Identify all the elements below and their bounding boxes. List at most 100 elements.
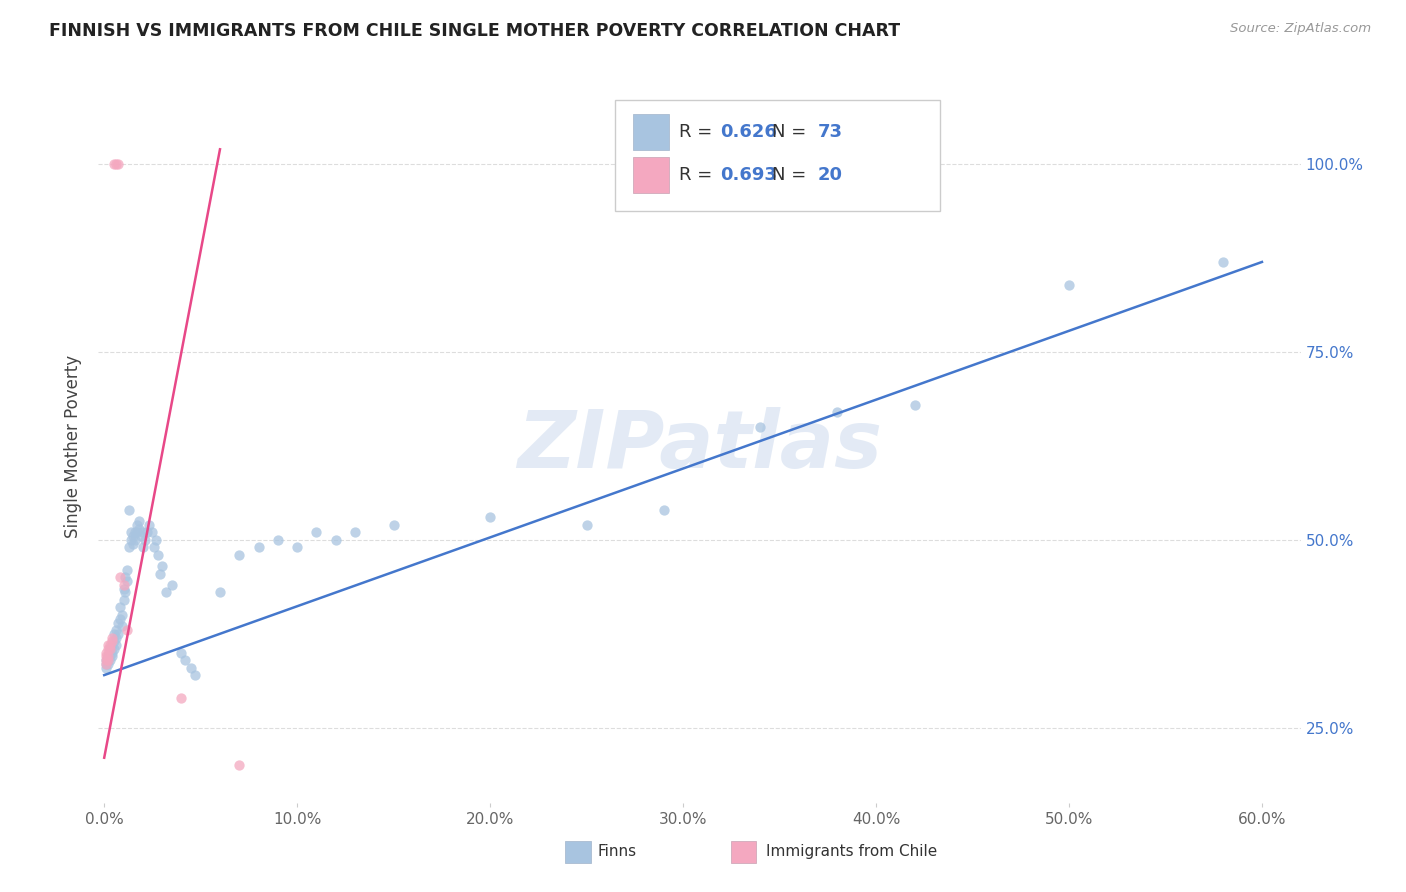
Text: 20: 20 <box>817 166 842 184</box>
Point <box>107 157 129 171</box>
Point <box>97 641 120 656</box>
Point <box>117 563 139 577</box>
Point <box>97 657 120 671</box>
Point <box>125 525 148 540</box>
Point <box>107 627 129 641</box>
Point <box>101 634 124 648</box>
Point <box>97 638 120 652</box>
Point <box>101 638 124 652</box>
Point <box>184 668 207 682</box>
Text: FINNISH VS IMMIGRANTS FROM CHILE SINGLE MOTHER POVERTY CORRELATION CHART: FINNISH VS IMMIGRANTS FROM CHILE SINGLE … <box>49 22 900 40</box>
Point <box>101 631 124 645</box>
Point <box>94 660 117 674</box>
Point <box>124 533 146 547</box>
Point <box>101 649 124 664</box>
Point <box>94 657 117 671</box>
Text: Finns: Finns <box>598 845 637 859</box>
Point <box>827 405 849 419</box>
Point <box>97 653 120 667</box>
Point <box>479 510 502 524</box>
Text: R =: R = <box>679 123 718 141</box>
Point <box>110 607 132 622</box>
Point <box>382 517 405 532</box>
Point <box>104 638 127 652</box>
Point <box>135 525 157 540</box>
Point <box>122 536 145 550</box>
Point <box>148 548 170 562</box>
Point <box>325 533 347 547</box>
Point <box>97 649 120 664</box>
Point <box>132 541 155 555</box>
Point <box>128 514 150 528</box>
Point <box>114 570 136 584</box>
FancyBboxPatch shape <box>633 114 669 150</box>
Point <box>138 517 160 532</box>
Point <box>344 525 367 540</box>
Point <box>174 653 197 667</box>
Point <box>107 615 129 630</box>
Text: ZIPatlas: ZIPatlas <box>517 407 882 485</box>
Point <box>110 619 132 633</box>
Point <box>117 623 139 637</box>
FancyBboxPatch shape <box>616 100 939 211</box>
Point <box>228 758 250 772</box>
Point <box>94 649 117 664</box>
Point <box>122 529 145 543</box>
Point <box>98 646 121 660</box>
Point <box>97 649 120 664</box>
Point <box>134 533 156 547</box>
Point <box>108 600 131 615</box>
Point <box>98 638 121 652</box>
Point <box>1057 277 1080 292</box>
Point <box>94 657 117 671</box>
Point <box>97 653 120 667</box>
Point <box>103 641 125 656</box>
Point <box>1212 255 1234 269</box>
Point <box>104 631 127 645</box>
Point <box>98 641 121 656</box>
Y-axis label: Single Mother Poverty: Single Mother Poverty <box>65 354 83 538</box>
FancyBboxPatch shape <box>633 157 669 193</box>
Point <box>103 627 125 641</box>
Point <box>575 517 598 532</box>
Text: Source: ZipAtlas.com: Source: ZipAtlas.com <box>1230 22 1371 36</box>
Point <box>285 541 308 555</box>
Point <box>208 585 231 599</box>
Point <box>143 541 166 555</box>
Point <box>155 585 177 599</box>
Point <box>98 641 121 656</box>
Point <box>120 525 142 540</box>
Text: 0.693: 0.693 <box>720 166 776 184</box>
Point <box>120 533 142 547</box>
Point <box>141 525 163 540</box>
Point <box>150 559 173 574</box>
Text: N =: N = <box>772 123 811 141</box>
Point <box>749 420 772 434</box>
Point <box>98 653 121 667</box>
Point <box>267 533 290 547</box>
Point <box>112 593 135 607</box>
Text: 0.626: 0.626 <box>720 123 776 141</box>
Point <box>124 525 146 540</box>
Point <box>118 503 141 517</box>
Point <box>103 634 125 648</box>
Point <box>112 578 135 592</box>
Point <box>117 574 139 589</box>
Point <box>305 525 328 540</box>
Point <box>94 646 117 660</box>
Point <box>170 646 193 660</box>
Point <box>149 566 172 581</box>
Text: 73: 73 <box>817 123 842 141</box>
Point <box>247 541 270 555</box>
Text: N =: N = <box>772 166 811 184</box>
Point <box>103 157 125 171</box>
Point <box>114 585 136 599</box>
Point <box>652 503 675 517</box>
Point <box>132 525 155 540</box>
Point <box>112 582 135 596</box>
Point <box>108 612 131 626</box>
Text: Immigrants from Chile: Immigrants from Chile <box>766 845 938 859</box>
Point <box>145 533 167 547</box>
Point <box>129 529 152 543</box>
Point <box>180 660 202 674</box>
